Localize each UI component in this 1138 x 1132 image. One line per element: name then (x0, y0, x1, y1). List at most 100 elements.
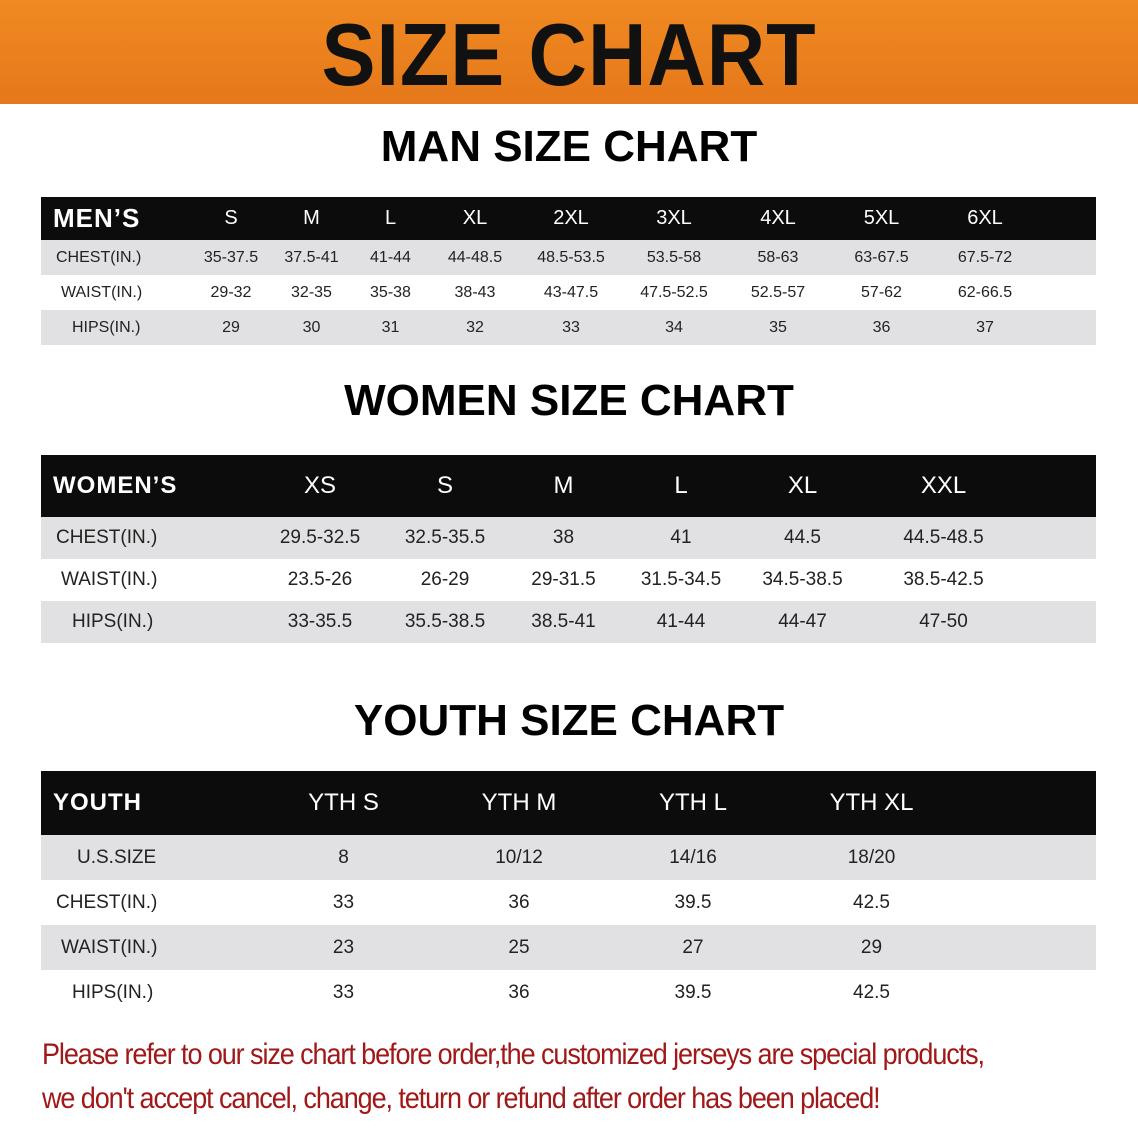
row-filler (963, 970, 1096, 1015)
table-row: U.S.SIZE 8 10/12 14/16 18/20 (41, 835, 1096, 880)
measurement-cell: 33 (255, 970, 432, 1015)
measurement-cell: 30 (272, 310, 351, 345)
women-header-row: WOMEN’S XS S M L XL XXL (41, 455, 1096, 517)
youth-header-row: YOUTH YTH S YTH M YTH L YTH XL (41, 771, 1096, 835)
measurement-cell: 26-29 (385, 559, 505, 601)
women-header-label: WOMEN’S (41, 455, 255, 517)
men-section-title: MAN SIZE CHART (380, 122, 758, 171)
measurement-cell: 36 (432, 880, 606, 925)
measurement-cell: 29-32 (190, 275, 272, 310)
header-filler (1022, 455, 1096, 517)
size-header: 5XL (830, 197, 933, 240)
measurement-cell: 31 (351, 310, 430, 345)
women-section-title: WOMEN SIZE CHART (344, 376, 794, 425)
measurement-cell: 31.5-34.5 (622, 559, 740, 601)
women-size-table: WOMEN’S XS S M L XL XXL CHEST(IN.) 29.5-32.5 32.5… (41, 455, 1096, 643)
size-header: S (190, 197, 272, 240)
measurement-cell: 32-35 (272, 275, 351, 310)
row-filler (963, 880, 1096, 925)
measurement-cell: 35-37.5 (190, 240, 272, 275)
banner-title: SIZE CHART (321, 5, 817, 104)
youth-header-label: YOUTH (41, 771, 255, 835)
size-header: XXL (865, 455, 1022, 517)
measurement-cell: 35-38 (351, 275, 430, 310)
table-row: CHEST(IN.) 35-37.5 37.5-41 41-44 44-48.5 48.5… (41, 240, 1096, 275)
row-label: WAIST(IN.) (41, 925, 255, 970)
size-header: S (385, 455, 505, 517)
measurement-cell: 33 (520, 310, 622, 345)
table-row: HIPS(IN.) 29 30 31 32 33 34 35 36 37 (41, 310, 1096, 345)
men-header-label: MEN’S (41, 197, 190, 240)
men-header-row: MEN’S S M L XL 2XL 3XL 4XL 5XL 6XL (41, 197, 1096, 240)
size-header: 4XL (726, 197, 830, 240)
measurement-cell: 47.5-52.5 (622, 275, 726, 310)
measurement-cell: 33-35.5 (255, 601, 385, 643)
table-row: WAIST(IN.) 29-32 32-35 35-38 38-43 43-47.5 47.… (41, 275, 1096, 310)
table-row: CHEST(IN.) 29.5-32.5 32.5-35.5 38 41 44.5 44.5… (41, 517, 1096, 559)
table-row: HIPS(IN.) 33-35.5 35.5-38.5 38.5-41 41-44 44-… (41, 601, 1096, 643)
size-header: 3XL (622, 197, 726, 240)
row-filler (1022, 559, 1096, 601)
measurement-cell: 25 (432, 925, 606, 970)
row-label: HIPS(IN.) (41, 970, 255, 1015)
measurement-cell: 41 (622, 517, 740, 559)
measurement-cell: 18/20 (780, 835, 963, 880)
measurement-cell: 44.5 (740, 517, 865, 559)
measurement-cell: 41-44 (622, 601, 740, 643)
size-header: M (272, 197, 351, 240)
table-row: WAIST(IN.) 23.5-26 26-29 29-31.5 31.5-34.5 34… (41, 559, 1096, 601)
measurement-cell: 52.5-57 (726, 275, 830, 310)
row-label: CHEST(IN.) (41, 517, 255, 559)
measurement-cell: 8 (255, 835, 432, 880)
size-header: M (505, 455, 622, 517)
measurement-cell: 36 (432, 970, 606, 1015)
row-label: HIPS(IN.) (41, 310, 190, 345)
row-label: WAIST(IN.) (41, 275, 190, 310)
measurement-cell: 38.5-42.5 (865, 559, 1022, 601)
measurement-cell: 35 (726, 310, 830, 345)
row-label: CHEST(IN.) (41, 880, 255, 925)
measurement-cell: 23 (255, 925, 432, 970)
size-header: YTH L (606, 771, 780, 835)
measurement-cell: 53.5-58 (622, 240, 726, 275)
men-size-table: MEN’S S M L XL 2XL 3XL 4XL 5XL 6XL CHEST(IN.) 35-37… (41, 197, 1096, 345)
measurement-cell: 44-47 (740, 601, 865, 643)
measurement-cell: 42.5 (780, 880, 963, 925)
measurement-cell: 63-67.5 (830, 240, 933, 275)
notice-line-2: we don't accept cancel, change, teturn o… (42, 1082, 881, 1115)
measurement-cell: 57-62 (830, 275, 933, 310)
size-header: 2XL (520, 197, 622, 240)
measurement-cell: 23.5-26 (255, 559, 385, 601)
measurement-cell: 47-50 (865, 601, 1022, 643)
size-header: YTH S (255, 771, 432, 835)
row-filler (1037, 310, 1096, 345)
measurement-cell: 10/12 (432, 835, 606, 880)
measurement-cell: 34.5-38.5 (740, 559, 865, 601)
measurement-cell: 32.5-35.5 (385, 517, 505, 559)
row-label: U.S.SIZE (41, 835, 255, 880)
measurement-cell: 32 (430, 310, 520, 345)
measurement-cell: 41-44 (351, 240, 430, 275)
size-header: L (351, 197, 430, 240)
row-label: HIPS(IN.) (41, 601, 255, 643)
size-header: L (622, 455, 740, 517)
measurement-cell: 29-31.5 (505, 559, 622, 601)
measurement-cell: 34 (622, 310, 726, 345)
youth-size-table: YOUTH YTH S YTH M YTH L YTH XL U.S.SIZE 8 10/12… (41, 771, 1096, 1015)
size-header: XS (255, 455, 385, 517)
measurement-cell: 43-47.5 (520, 275, 622, 310)
measurement-cell: 38 (505, 517, 622, 559)
youth-section-title: YOUTH SIZE CHART (353, 696, 785, 745)
measurement-cell: 27 (606, 925, 780, 970)
measurement-cell: 35.5-38.5 (385, 601, 505, 643)
measurement-cell: 44.5-48.5 (865, 517, 1022, 559)
row-filler (963, 925, 1096, 970)
measurement-cell: 62-66.5 (933, 275, 1037, 310)
measurement-cell: 37.5-41 (272, 240, 351, 275)
measurement-cell: 38.5-41 (505, 601, 622, 643)
header-filler (1037, 197, 1096, 240)
measurement-cell: 44-48.5 (430, 240, 520, 275)
measurement-cell: 29 (780, 925, 963, 970)
measurement-cell: 14/16 (606, 835, 780, 880)
row-filler (1037, 240, 1096, 275)
